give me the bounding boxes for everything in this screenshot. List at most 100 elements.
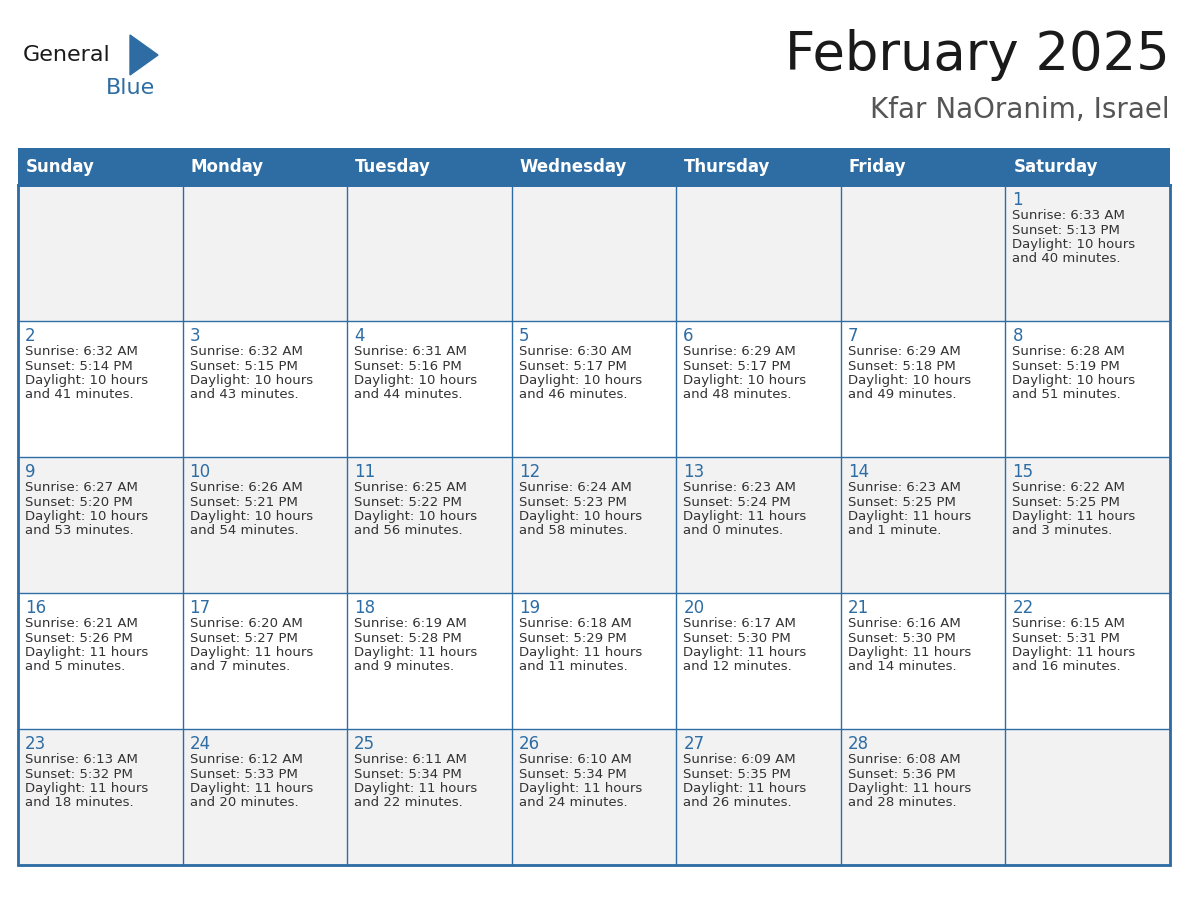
Text: Sunrise: 6:08 AM: Sunrise: 6:08 AM xyxy=(848,753,960,766)
Text: Daylight: 11 hours: Daylight: 11 hours xyxy=(354,782,478,795)
Text: Daylight: 10 hours: Daylight: 10 hours xyxy=(1012,374,1136,387)
Text: Sunset: 5:30 PM: Sunset: 5:30 PM xyxy=(683,632,791,644)
Text: Sunrise: 6:28 AM: Sunrise: 6:28 AM xyxy=(1012,345,1125,358)
Text: Daylight: 10 hours: Daylight: 10 hours xyxy=(848,374,971,387)
Text: Sunrise: 6:21 AM: Sunrise: 6:21 AM xyxy=(25,617,138,630)
Text: Daylight: 11 hours: Daylight: 11 hours xyxy=(25,782,148,795)
Text: Sunrise: 6:15 AM: Sunrise: 6:15 AM xyxy=(1012,617,1125,630)
Text: and 28 minutes.: and 28 minutes. xyxy=(848,797,956,810)
Text: Sunrise: 6:32 AM: Sunrise: 6:32 AM xyxy=(25,345,138,358)
Text: Sunrise: 6:16 AM: Sunrise: 6:16 AM xyxy=(848,617,961,630)
Text: Daylight: 10 hours: Daylight: 10 hours xyxy=(683,374,807,387)
Text: Daylight: 11 hours: Daylight: 11 hours xyxy=(25,646,148,659)
Bar xyxy=(18,729,1170,865)
Bar xyxy=(18,457,1170,593)
Text: Daylight: 10 hours: Daylight: 10 hours xyxy=(519,374,642,387)
Text: and 43 minutes.: and 43 minutes. xyxy=(190,388,298,401)
Text: 28: 28 xyxy=(848,735,868,753)
Text: 10: 10 xyxy=(190,463,210,481)
Text: 15: 15 xyxy=(1012,463,1034,481)
Text: Daylight: 11 hours: Daylight: 11 hours xyxy=(354,646,478,659)
Text: and 41 minutes.: and 41 minutes. xyxy=(25,388,133,401)
Text: Daylight: 10 hours: Daylight: 10 hours xyxy=(25,510,148,523)
Text: 25: 25 xyxy=(354,735,375,753)
Text: Sunrise: 6:26 AM: Sunrise: 6:26 AM xyxy=(190,481,302,494)
Text: 24: 24 xyxy=(190,735,210,753)
Text: and 9 minutes.: and 9 minutes. xyxy=(354,660,454,674)
Text: 16: 16 xyxy=(25,599,46,617)
Text: and 18 minutes.: and 18 minutes. xyxy=(25,797,133,810)
Text: Sunset: 5:29 PM: Sunset: 5:29 PM xyxy=(519,632,626,644)
Text: 9: 9 xyxy=(25,463,36,481)
Text: and 46 minutes.: and 46 minutes. xyxy=(519,388,627,401)
Text: Daylight: 11 hours: Daylight: 11 hours xyxy=(848,646,971,659)
Text: Sunrise: 6:27 AM: Sunrise: 6:27 AM xyxy=(25,481,138,494)
Text: Friday: Friday xyxy=(849,158,906,175)
Text: Sunrise: 6:23 AM: Sunrise: 6:23 AM xyxy=(683,481,796,494)
Text: and 44 minutes.: and 44 minutes. xyxy=(354,388,462,401)
Bar xyxy=(18,185,1170,865)
Text: Sunset: 5:18 PM: Sunset: 5:18 PM xyxy=(848,360,955,373)
Text: Daylight: 10 hours: Daylight: 10 hours xyxy=(1012,238,1136,251)
Text: Sunset: 5:24 PM: Sunset: 5:24 PM xyxy=(683,496,791,509)
Text: Thursday: Thursday xyxy=(684,158,771,175)
Text: Sunset: 5:20 PM: Sunset: 5:20 PM xyxy=(25,496,133,509)
Text: Sunset: 5:35 PM: Sunset: 5:35 PM xyxy=(683,767,791,780)
Text: and 3 minutes.: and 3 minutes. xyxy=(1012,524,1113,538)
Bar xyxy=(18,148,1170,185)
Text: 7: 7 xyxy=(848,327,859,345)
Text: Sunset: 5:21 PM: Sunset: 5:21 PM xyxy=(190,496,297,509)
Bar xyxy=(18,321,1170,457)
Text: Sunset: 5:31 PM: Sunset: 5:31 PM xyxy=(1012,632,1120,644)
Text: Sunset: 5:17 PM: Sunset: 5:17 PM xyxy=(683,360,791,373)
Text: Sunrise: 6:29 AM: Sunrise: 6:29 AM xyxy=(683,345,796,358)
Text: Sunrise: 6:20 AM: Sunrise: 6:20 AM xyxy=(190,617,302,630)
Text: and 51 minutes.: and 51 minutes. xyxy=(1012,388,1121,401)
Text: and 40 minutes.: and 40 minutes. xyxy=(1012,252,1121,265)
Text: and 11 minutes.: and 11 minutes. xyxy=(519,660,627,674)
Text: and 56 minutes.: and 56 minutes. xyxy=(354,524,463,538)
Text: Sunset: 5:26 PM: Sunset: 5:26 PM xyxy=(25,632,133,644)
Text: Sunset: 5:32 PM: Sunset: 5:32 PM xyxy=(25,767,133,780)
Text: 6: 6 xyxy=(683,327,694,345)
Text: and 16 minutes.: and 16 minutes. xyxy=(1012,660,1121,674)
Text: Sunset: 5:22 PM: Sunset: 5:22 PM xyxy=(354,496,462,509)
Text: Sunrise: 6:18 AM: Sunrise: 6:18 AM xyxy=(519,617,632,630)
Text: and 14 minutes.: and 14 minutes. xyxy=(848,660,956,674)
Text: Daylight: 11 hours: Daylight: 11 hours xyxy=(848,510,971,523)
Text: Monday: Monday xyxy=(190,158,264,175)
Text: Sunset: 5:23 PM: Sunset: 5:23 PM xyxy=(519,496,626,509)
Polygon shape xyxy=(129,35,158,75)
Text: 11: 11 xyxy=(354,463,375,481)
Text: 13: 13 xyxy=(683,463,704,481)
Text: Daylight: 11 hours: Daylight: 11 hours xyxy=(683,782,807,795)
Text: 12: 12 xyxy=(519,463,541,481)
Text: Sunrise: 6:09 AM: Sunrise: 6:09 AM xyxy=(683,753,796,766)
Text: and 49 minutes.: and 49 minutes. xyxy=(848,388,956,401)
Text: Sunrise: 6:13 AM: Sunrise: 6:13 AM xyxy=(25,753,138,766)
Text: Sunset: 5:16 PM: Sunset: 5:16 PM xyxy=(354,360,462,373)
Text: and 58 minutes.: and 58 minutes. xyxy=(519,524,627,538)
Text: 1: 1 xyxy=(1012,191,1023,209)
Text: Sunset: 5:25 PM: Sunset: 5:25 PM xyxy=(1012,496,1120,509)
Text: 17: 17 xyxy=(190,599,210,617)
Text: Daylight: 10 hours: Daylight: 10 hours xyxy=(354,374,478,387)
Text: 4: 4 xyxy=(354,327,365,345)
Text: 21: 21 xyxy=(848,599,870,617)
Text: Sunrise: 6:29 AM: Sunrise: 6:29 AM xyxy=(848,345,961,358)
Bar xyxy=(18,593,1170,729)
Text: and 48 minutes.: and 48 minutes. xyxy=(683,388,791,401)
Text: February 2025: February 2025 xyxy=(785,29,1170,81)
Text: Sunrise: 6:22 AM: Sunrise: 6:22 AM xyxy=(1012,481,1125,494)
Text: Daylight: 10 hours: Daylight: 10 hours xyxy=(190,510,312,523)
Text: and 7 minutes.: and 7 minutes. xyxy=(190,660,290,674)
Text: Sunrise: 6:12 AM: Sunrise: 6:12 AM xyxy=(190,753,303,766)
Text: Sunrise: 6:30 AM: Sunrise: 6:30 AM xyxy=(519,345,632,358)
Text: Sunset: 5:19 PM: Sunset: 5:19 PM xyxy=(1012,360,1120,373)
Text: Daylight: 11 hours: Daylight: 11 hours xyxy=(1012,510,1136,523)
Text: General: General xyxy=(23,45,110,65)
Text: and 5 minutes.: and 5 minutes. xyxy=(25,660,125,674)
Text: Sunset: 5:34 PM: Sunset: 5:34 PM xyxy=(354,767,462,780)
Text: Sunday: Sunday xyxy=(26,158,95,175)
Text: Daylight: 10 hours: Daylight: 10 hours xyxy=(519,510,642,523)
